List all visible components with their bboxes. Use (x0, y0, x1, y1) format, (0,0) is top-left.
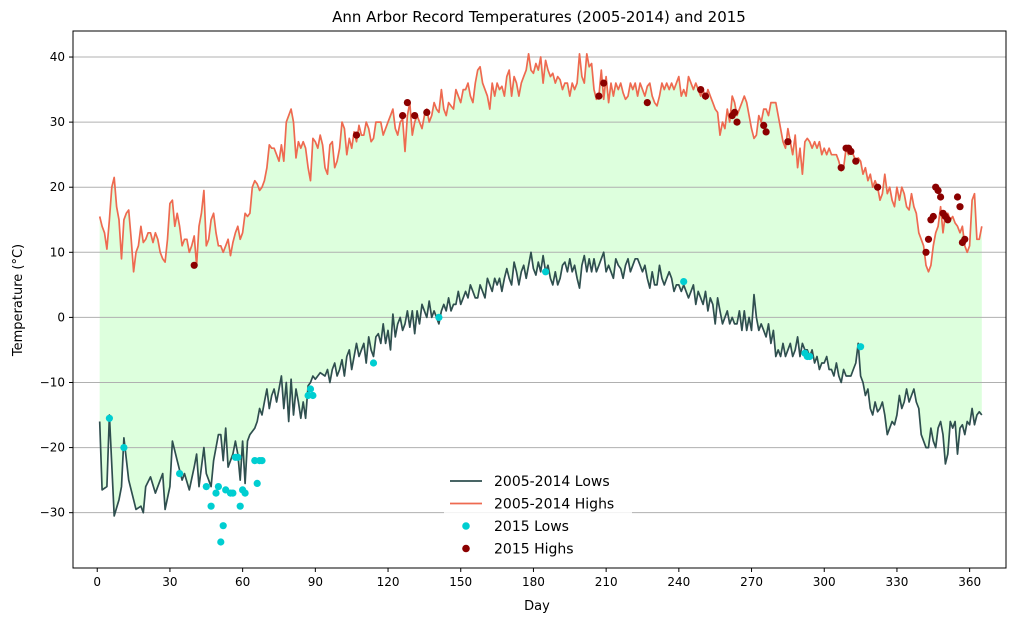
high-2015-point (733, 119, 740, 126)
high-2015-point (944, 216, 951, 223)
x-tick-label: 30 (162, 575, 177, 589)
high-2015-point (404, 99, 411, 106)
high-2015-point (191, 262, 198, 269)
high-2015-point (763, 128, 770, 135)
legend-swatch (462, 522, 470, 530)
chart-title: Ann Arbor Record Temperatures (2005-2014… (332, 8, 746, 26)
x-tick-label: 240 (667, 575, 690, 589)
x-tick-label: 360 (958, 575, 981, 589)
low-2015-point (254, 480, 261, 487)
low-2015-point (234, 454, 241, 461)
low-2015-point (857, 343, 864, 350)
legend-swatch (462, 545, 470, 553)
high-2015-point (697, 86, 704, 93)
high-2015-point (411, 112, 418, 119)
high-2015-point (935, 187, 942, 194)
low-2015-point (215, 483, 222, 490)
y-tick-label: 10 (50, 245, 65, 259)
low-2015-point (542, 268, 549, 275)
x-tick-label: 300 (813, 575, 836, 589)
high-2015-point (961, 236, 968, 243)
high-2015-point (784, 138, 791, 145)
high-2015-point (353, 132, 360, 139)
high-2015-point (930, 213, 937, 220)
x-tick-label: 90 (308, 575, 323, 589)
y-tick-label: 40 (50, 50, 65, 64)
legend-label: 2005-2014 Lows (494, 474, 610, 490)
low-2015-point (370, 359, 377, 366)
legend-label: 2015 Highs (494, 542, 574, 558)
high-2015-point (838, 164, 845, 171)
high-2015-point (760, 122, 767, 129)
low-2015-point (435, 314, 442, 321)
x-tick-label: 0 (93, 575, 101, 589)
y-tick-label: 30 (50, 115, 65, 129)
y-tick-label: 20 (50, 180, 65, 194)
x-tick-label: 60 (235, 575, 250, 589)
low-2015-point (806, 353, 813, 360)
low-2015-point (203, 483, 210, 490)
high-2015-point (956, 203, 963, 210)
high-2015-point (874, 184, 881, 191)
high-2015-point (852, 158, 859, 165)
legend-label: 2005-2014 Highs (494, 497, 614, 513)
low-2015-point (258, 457, 265, 464)
x-tick-label: 330 (885, 575, 908, 589)
low-2015-point (229, 490, 236, 497)
low-2015-point (176, 470, 183, 477)
low-2015-point (217, 538, 224, 545)
x-tick-label: 120 (377, 575, 400, 589)
x-axis-label: Day (524, 599, 550, 614)
low-2015-point (309, 392, 316, 399)
low-2015-point (242, 490, 249, 497)
x-tick-label: 180 (522, 575, 545, 589)
high-2015-point (925, 236, 932, 243)
low-2015-point (120, 444, 127, 451)
y-tick-label: −10 (40, 375, 65, 389)
low-2015-point (208, 503, 215, 510)
x-tick-label: 270 (740, 575, 763, 589)
high-2015-point (644, 99, 651, 106)
low-2015-point (680, 278, 687, 285)
y-tick-label: 0 (57, 310, 65, 324)
high-2015-point (954, 193, 961, 200)
high-2015-point (731, 109, 738, 116)
legend-label: 2015 Lows (494, 519, 569, 535)
legend: 2005-2014 Lows 2005-2014 Highs 2015 Lows 20… (444, 467, 632, 563)
high-2015-point (702, 93, 709, 100)
low-2015-point (237, 503, 244, 510)
x-tick-label: 150 (449, 575, 472, 589)
high-2015-point (922, 249, 929, 256)
x-tick-label: 210 (595, 575, 618, 589)
high-2015-point (595, 93, 602, 100)
y-tick-label: −30 (40, 506, 65, 520)
low-2015-point (307, 385, 314, 392)
low-2015-point (220, 522, 227, 529)
high-2015-point (600, 80, 607, 87)
high-2015-point (847, 148, 854, 155)
low-2015-point (106, 415, 113, 422)
low-2015-point (212, 490, 219, 497)
high-2015-point (937, 193, 944, 200)
y-tick-label: −20 (40, 441, 65, 455)
y-axis-label: Temperature (°C) (11, 244, 26, 357)
high-2015-point (423, 109, 430, 116)
high-2015-point (399, 112, 406, 119)
